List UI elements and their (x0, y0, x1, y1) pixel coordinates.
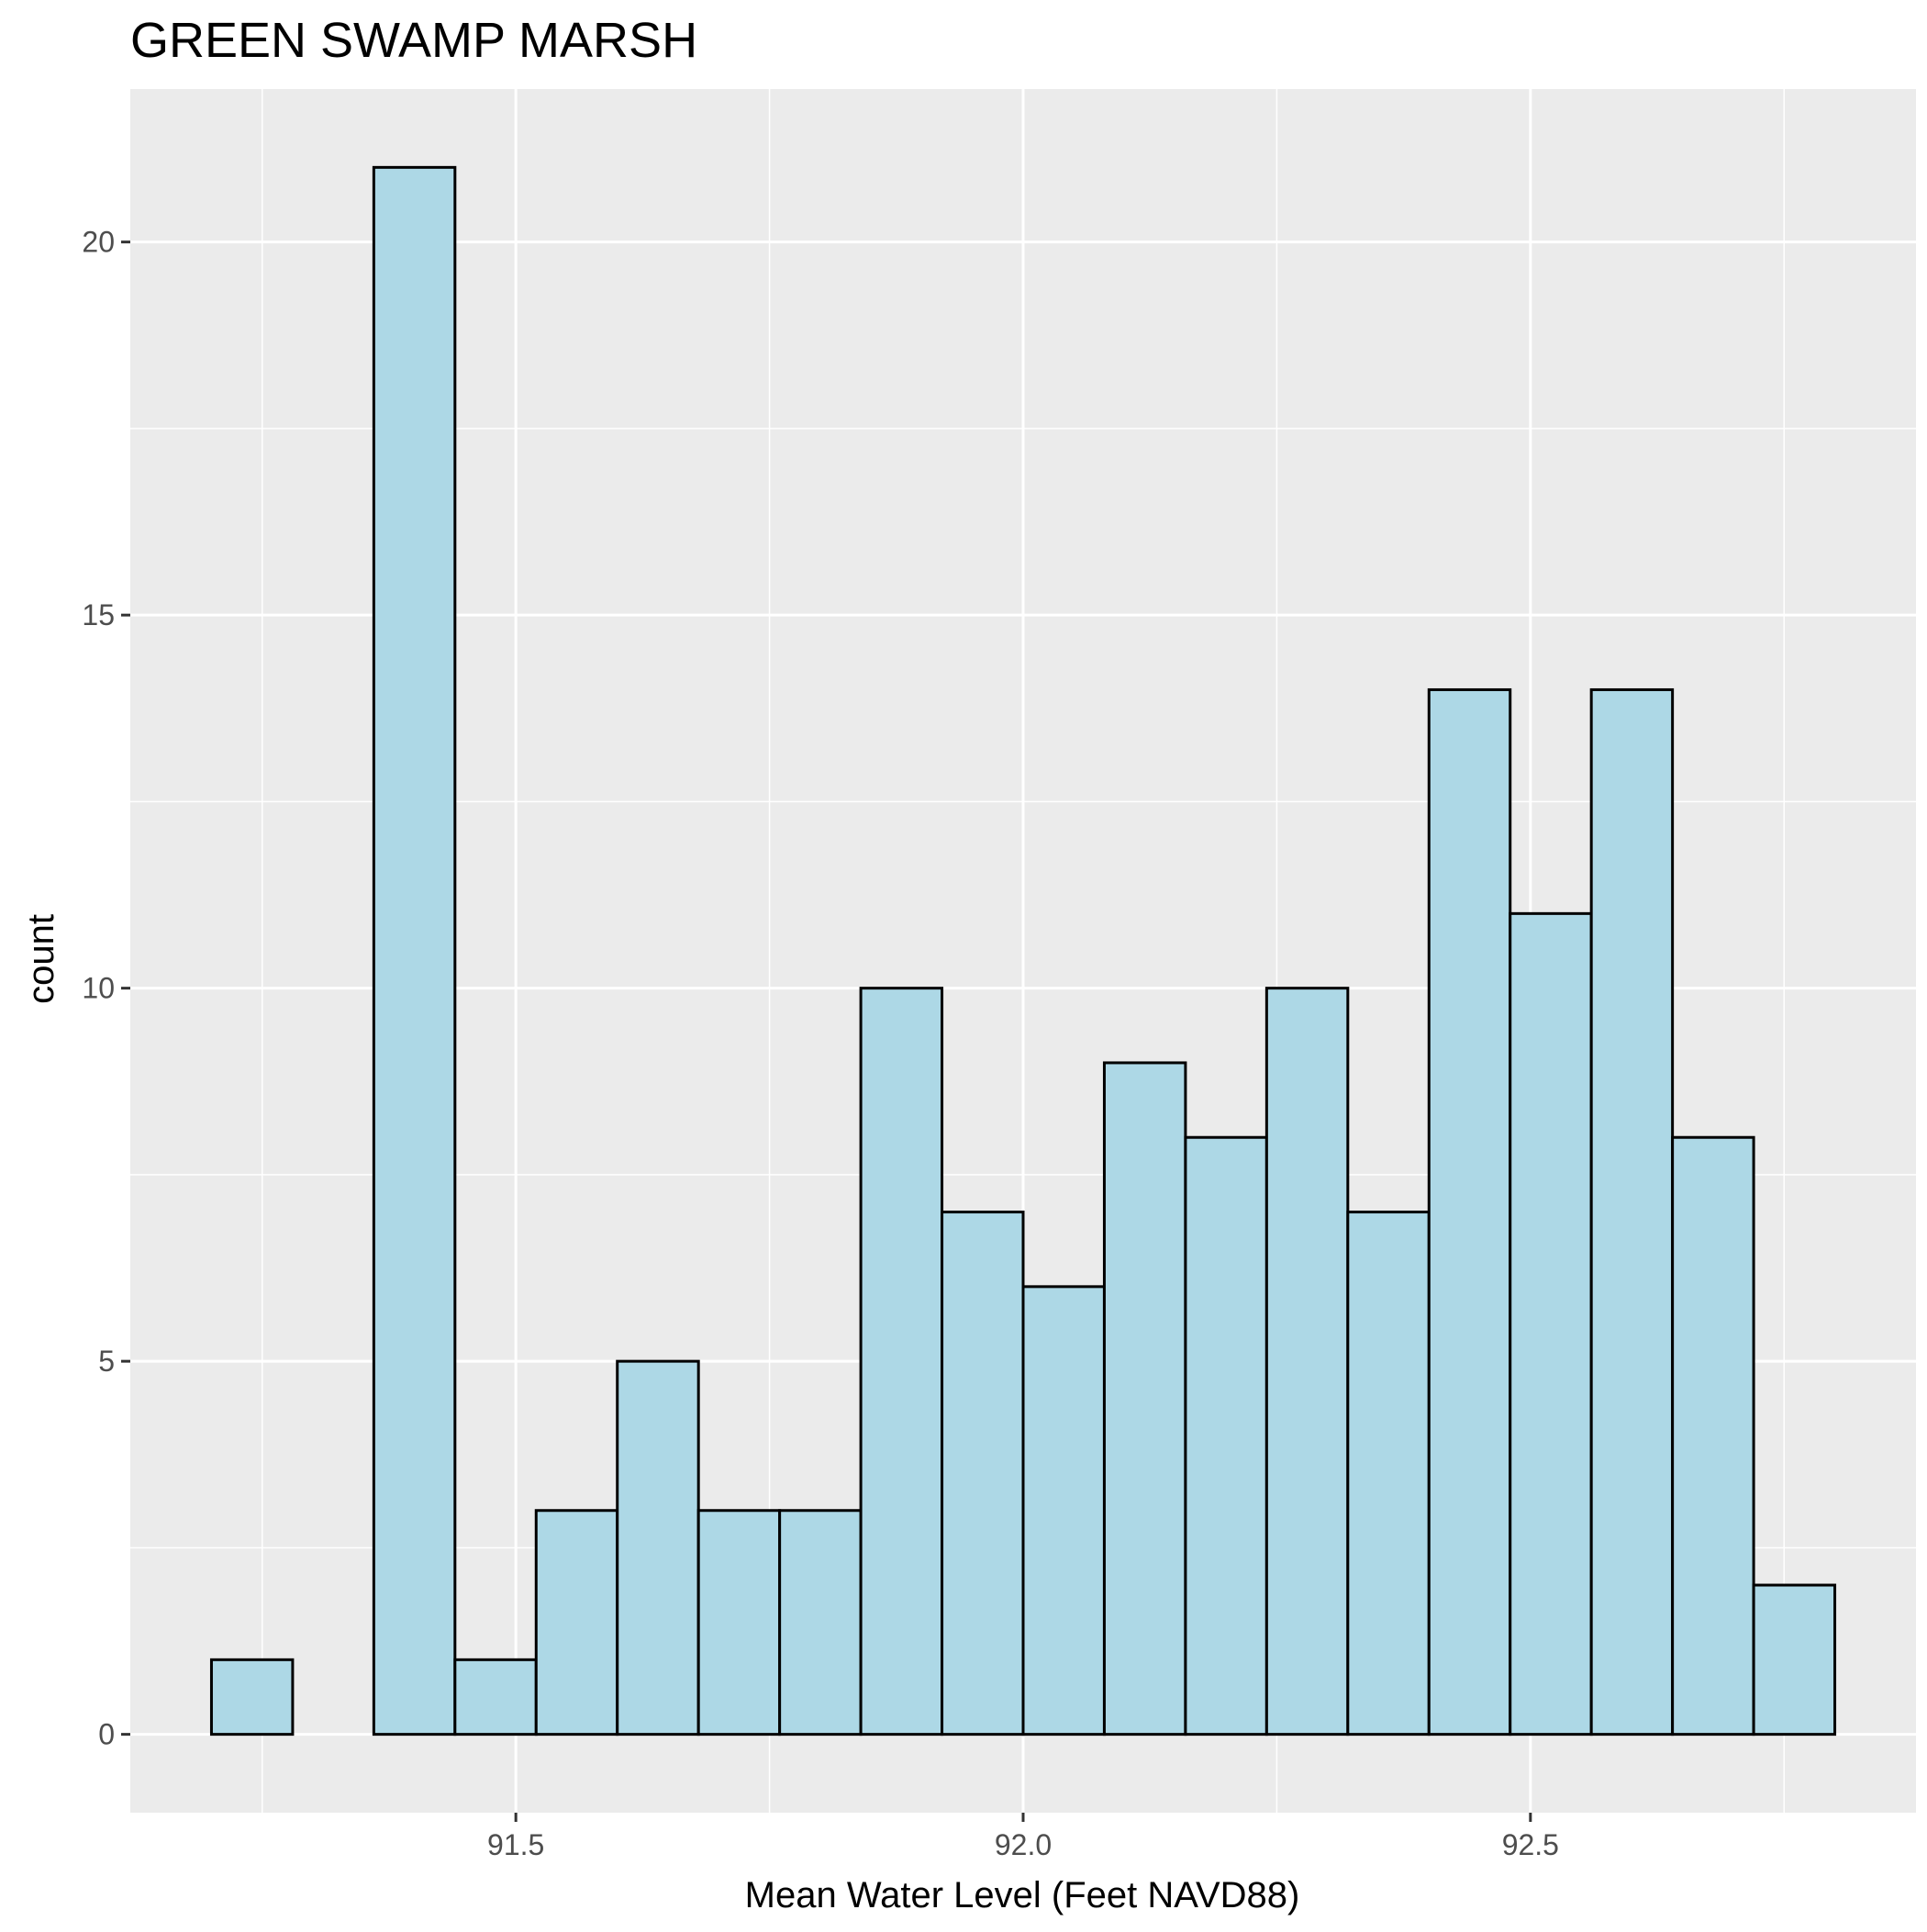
x-tick-label: 92.5 (1502, 1828, 1559, 1861)
histogram-bar (1427, 687, 1512, 1737)
histogram-bar (941, 1211, 1025, 1737)
histogram-bar (1752, 1583, 1837, 1737)
histogram-bar (372, 165, 457, 1737)
y-tick-label: 0 (98, 1718, 115, 1751)
y-tick-label: 20 (82, 226, 115, 259)
histogram-bar (1264, 987, 1350, 1737)
y-axis-title: count (21, 914, 61, 1004)
histogram-bar (1671, 1135, 1755, 1737)
y-tick-label: 5 (98, 1345, 115, 1378)
x-axis-title: Mean Water Level (Feet NAVD88) (745, 1875, 1300, 1915)
histogram-bar (859, 987, 944, 1737)
histogram-bars (209, 165, 1837, 1737)
histogram-bar (696, 1509, 782, 1737)
histogram-bar (1509, 911, 1593, 1737)
histogram-bar (534, 1509, 619, 1737)
histogram-bar (1346, 1211, 1431, 1737)
histogram-bar (1184, 1135, 1268, 1737)
x-tick-label: 91.5 (487, 1828, 544, 1861)
y-axis-ticks: 0 5 10 15 20 (82, 226, 130, 1751)
x-tick-label: 92.0 (995, 1828, 1052, 1861)
histogram-bar (209, 1658, 295, 1737)
y-tick-label: 15 (82, 598, 115, 631)
histogram-bar (1102, 1061, 1187, 1737)
x-axis-ticks: 91.5 92.0 92.5 (487, 1813, 1559, 1861)
chart-title: GREEN SWAMP MARSH (130, 13, 697, 68)
histogram-bar (453, 1658, 538, 1737)
y-tick-label: 10 (82, 972, 115, 1005)
histogram-bar (616, 1359, 700, 1737)
histogram-bar (1589, 687, 1675, 1737)
histogram-bar (1021, 1285, 1106, 1737)
histogram-bar (778, 1509, 863, 1737)
